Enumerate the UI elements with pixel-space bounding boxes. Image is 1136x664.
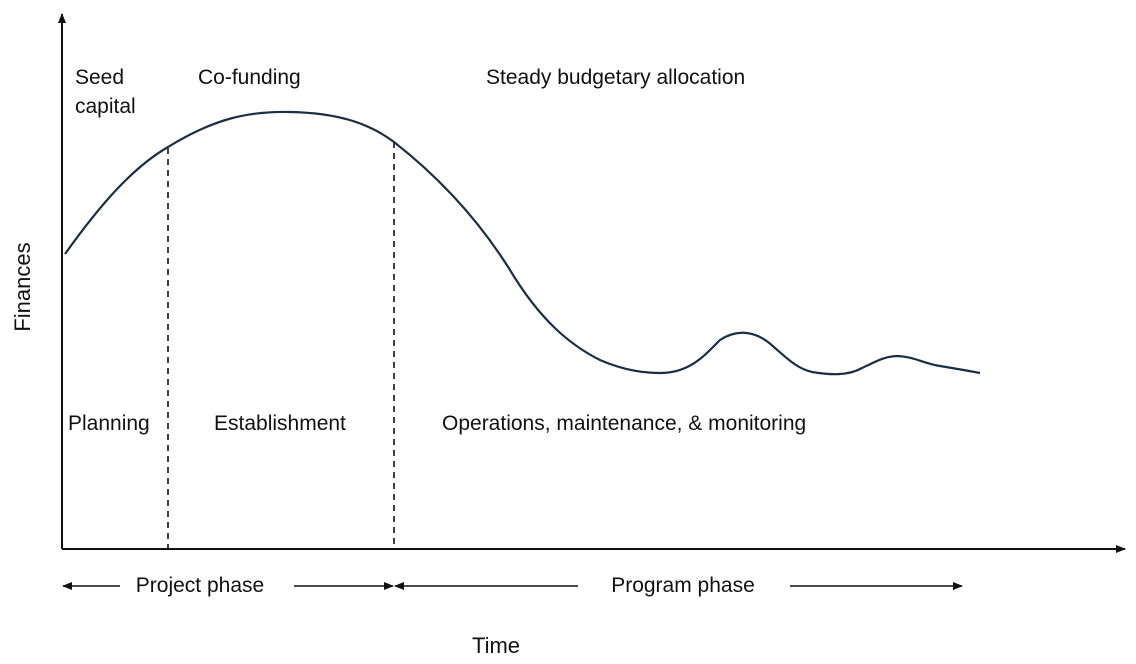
finance-curve <box>64 110 981 376</box>
operations-label: Operations, maintenance, & monitoring <box>442 412 806 435</box>
cofunding-label: Co-funding <box>198 66 301 89</box>
x-axis-label: Time <box>472 633 520 658</box>
project-phase-label: Project phase <box>136 574 264 597</box>
planning-label: Planning <box>68 412 150 435</box>
program-phase-label: Program phase <box>611 574 755 597</box>
seed-capital-label-line2: capital <box>75 95 136 118</box>
seed-capital-label-line1: Seed <box>75 66 124 89</box>
steady-allocation-label: Steady budgetary allocation <box>486 66 745 89</box>
establishment-label: Establishment <box>214 412 346 435</box>
y-axis-label: Finances <box>10 242 35 331</box>
